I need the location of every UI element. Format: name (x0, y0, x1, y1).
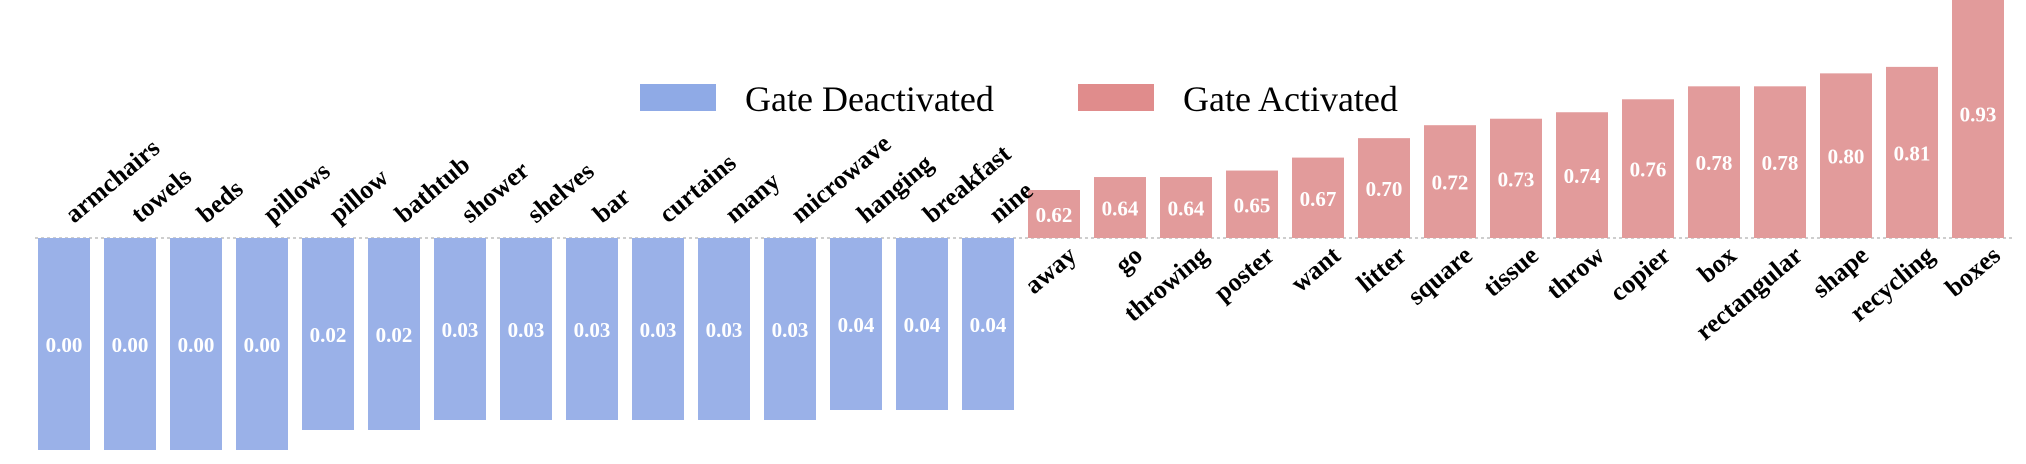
value-label-beds: 0.00 (178, 333, 215, 357)
value-label-box: 0.78 (1696, 151, 1733, 175)
value-label-shape: 0.80 (1828, 145, 1865, 169)
value-label-poster: 0.65 (1234, 193, 1271, 217)
legend-swatch-gate-activated (1078, 84, 1154, 111)
value-label-square: 0.72 (1432, 171, 1469, 195)
category-label-throw: throw (1541, 240, 1610, 305)
value-label-bathtub: 0.02 (376, 323, 413, 347)
value-label-away: 0.62 (1036, 203, 1073, 227)
bar-activated-throwing (1160, 177, 1212, 238)
bar-activated-rectangular (1754, 86, 1806, 238)
bar-activated-poster (1226, 170, 1278, 238)
value-label-want: 0.67 (1300, 187, 1337, 211)
bar-deactivated-pillow (302, 238, 354, 430)
value-label-tissue: 0.73 (1498, 167, 1535, 191)
bar-deactivated-nine (962, 238, 1014, 410)
category-label-bar: bar (587, 181, 636, 228)
value-label-pillows: 0.00 (244, 333, 281, 357)
bar-activated-away (1028, 190, 1080, 238)
bar-deactivated-many (698, 238, 750, 420)
bar-deactivated-towels (104, 238, 156, 450)
category-label-copier: copier (1604, 240, 1676, 307)
bar-activated-litter (1358, 138, 1410, 238)
category-label-tissue: tissue (1478, 240, 1544, 302)
value-label-hanging: 0.04 (838, 313, 875, 337)
category-label-bathtub: bathtub (389, 150, 475, 229)
bar-activated-throw (1556, 112, 1608, 238)
category-label-poster: poster (1208, 240, 1280, 307)
bar-activated-box (1688, 86, 1740, 238)
bar-deactivated-shower (434, 238, 486, 420)
value-label-shelves: 0.03 (508, 318, 545, 342)
bar-deactivated-microwave (764, 238, 816, 420)
value-label-towels: 0.00 (112, 333, 149, 357)
category-label-pillows: pillows (257, 156, 335, 228)
value-label-nine: 0.04 (970, 313, 1007, 337)
bar-deactivated-beds (170, 238, 222, 450)
value-label-pillow: 0.02 (310, 323, 347, 347)
bar-activated-shape (1820, 73, 1872, 238)
value-label-throwing: 0.64 (1168, 197, 1205, 221)
bar-activated-recycling (1886, 66, 1938, 238)
legend-swatch-gate-deactivated (640, 84, 716, 111)
bar-deactivated-hanging (830, 238, 882, 410)
category-label-pillow: pillow (323, 163, 394, 229)
legend: Gate Deactivated Gate Activated (640, 79, 1398, 119)
bar-deactivated-breakfast (896, 238, 948, 410)
bar-activated-boxes (1952, 0, 2004, 239)
bar-activated-square (1424, 125, 1476, 238)
value-label-boxes: 0.93 (1960, 103, 1997, 127)
value-label-go: 0.64 (1102, 197, 1139, 221)
bars: 0.00 0.00 0.00 0.00 0.02 0.02 0.03 0.03 0.03 0.03… (38, 0, 2004, 450)
value-label-rectangular: 0.78 (1762, 151, 1799, 175)
category-label-box: box (1692, 240, 1742, 288)
bar-activated-copier (1622, 99, 1674, 238)
bar-deactivated-bar (566, 238, 618, 420)
value-label-microwave: 0.03 (772, 318, 809, 342)
bar-deactivated-curtains (632, 238, 684, 420)
bar-activated-tissue (1490, 118, 1542, 238)
bar-deactivated-armchairs (38, 238, 90, 450)
value-label-litter: 0.70 (1366, 177, 1403, 201)
value-label-throw: 0.74 (1564, 164, 1601, 188)
category-label-shelves: shelves (521, 156, 599, 228)
bar-activated-want (1292, 157, 1344, 238)
category-label-go: go (1109, 240, 1148, 279)
value-label-many: 0.03 (706, 318, 743, 342)
value-label-shower: 0.03 (442, 318, 479, 342)
value-label-breakfast: 0.04 (904, 313, 941, 337)
value-label-copier: 0.76 (1630, 158, 1667, 182)
value-label-recycling: 0.81 (1894, 141, 1931, 165)
legend-label-gate-activated: Gate Activated (1183, 79, 1398, 119)
category-label-want: want (1285, 240, 1346, 298)
value-label-bar: 0.03 (574, 318, 611, 342)
bar-deactivated-shelves (500, 238, 552, 420)
value-label-curtains: 0.03 (640, 318, 677, 342)
category-label-beds: beds (191, 174, 248, 229)
value-label-armchairs: 0.00 (46, 333, 83, 357)
bar-deactivated-pillows (236, 238, 288, 450)
bar-activated-go (1094, 177, 1146, 238)
legend-label-gate-deactivated: Gate Deactivated (745, 79, 994, 119)
bar-deactivated-bathtub (368, 238, 420, 430)
category-label-boxes: boxes (1940, 240, 2006, 302)
category-label-square: square (1402, 240, 1478, 310)
category-label-away: away (1019, 240, 1082, 299)
